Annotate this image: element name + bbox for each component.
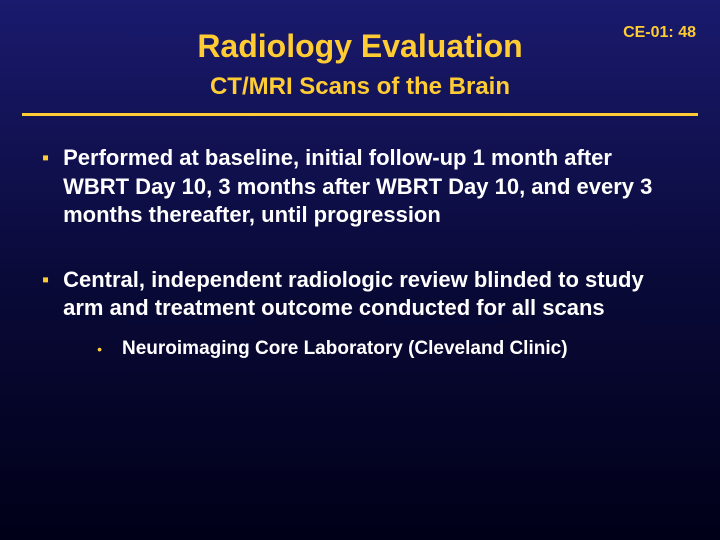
bullet-text: Central, independent radiologic review b… (63, 266, 678, 323)
sub-bullet-text: Neuroimaging Core Laboratory (Cleveland … (122, 337, 568, 362)
slide-subtitle: CT/MRI Scans of the Brain (0, 73, 720, 101)
sub-bullet-item: • Neuroimaging Core Laboratory (Clevelan… (97, 337, 678, 362)
slide-title: Radiology Evaluation (0, 28, 720, 65)
bullet-item: ▪ Central, independent radiologic review… (42, 266, 678, 362)
slide-content: ▪ Performed at baseline, initial follow-… (0, 116, 720, 362)
bullet-item: ▪ Performed at baseline, initial follow-… (42, 144, 678, 230)
dot-bullet-icon: • (97, 337, 102, 361)
square-bullet-icon: ▪ (42, 144, 49, 172)
slide-header: Radiology Evaluation CT/MRI Scans of the… (0, 0, 720, 101)
square-bullet-icon: ▪ (42, 266, 49, 294)
slide-number: CE-01: 48 (623, 24, 696, 42)
bullet-text: Performed at baseline, initial follow-up… (63, 144, 678, 230)
